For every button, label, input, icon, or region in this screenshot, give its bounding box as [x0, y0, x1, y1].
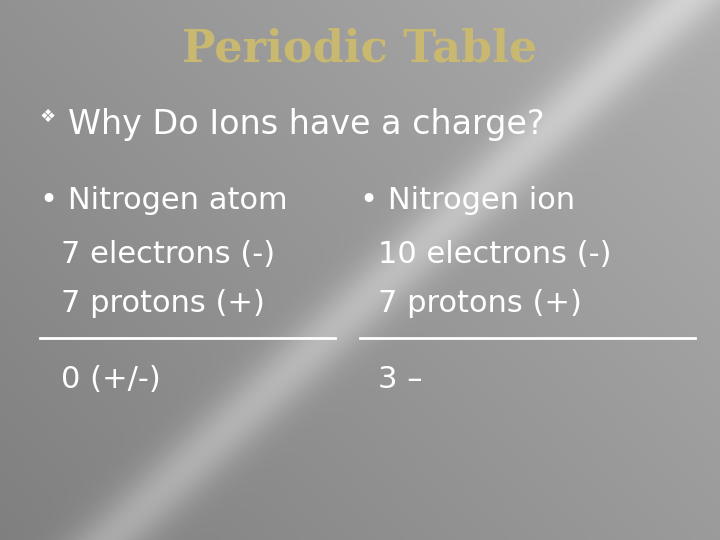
- Text: 7 protons (+): 7 protons (+): [378, 289, 582, 318]
- Text: 7 protons (+): 7 protons (+): [61, 289, 265, 318]
- Text: 7 electrons (-): 7 electrons (-): [61, 240, 275, 269]
- Text: 3 –: 3 –: [378, 364, 423, 394]
- Text: 0 (+/-): 0 (+/-): [61, 364, 161, 394]
- Text: 10 electrons (-): 10 electrons (-): [378, 240, 611, 269]
- Text: Periodic Table: Periodic Table: [182, 27, 538, 70]
- Text: ❖: ❖: [40, 108, 55, 126]
- Text: Why Do Ions have a charge?: Why Do Ions have a charge?: [68, 108, 545, 141]
- Text: • Nitrogen ion: • Nitrogen ion: [360, 186, 575, 215]
- Text: • Nitrogen atom: • Nitrogen atom: [40, 186, 287, 215]
